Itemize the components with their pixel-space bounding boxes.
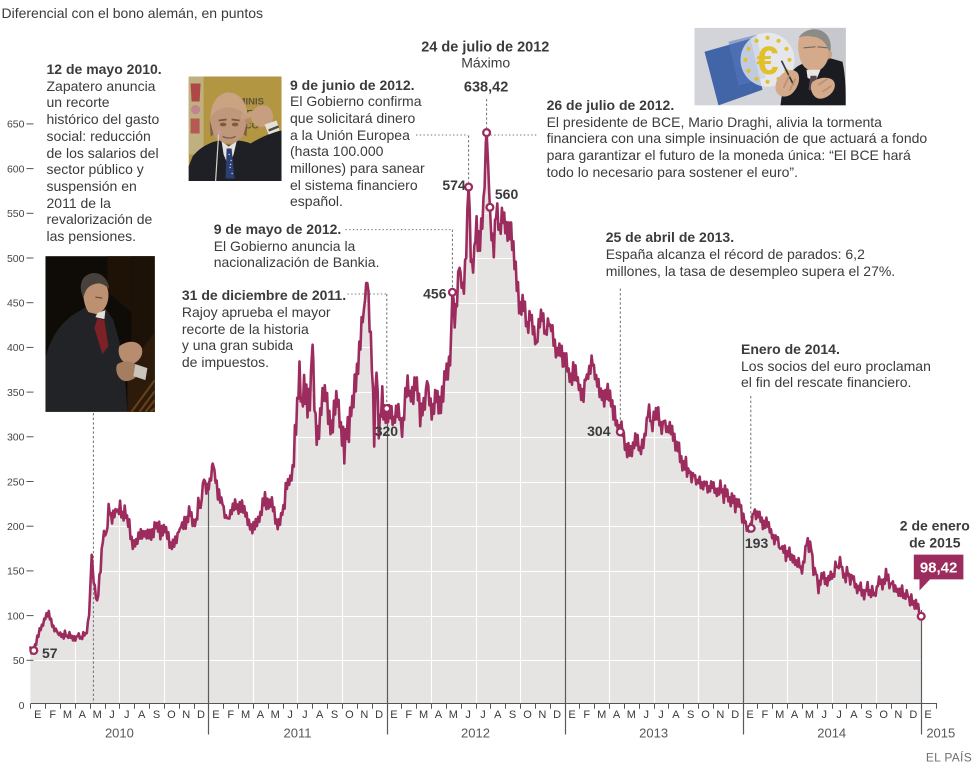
svg-text:A: A	[850, 709, 858, 721]
svg-text:J: J	[658, 709, 664, 721]
svg-text:650: 650	[7, 119, 25, 131]
svg-text:M: M	[775, 709, 784, 721]
svg-text:2013: 2013	[639, 726, 668, 741]
svg-text:M: M	[805, 709, 814, 721]
svg-text:J: J	[287, 709, 293, 721]
svg-text:500: 500	[7, 253, 25, 265]
svg-text:D: D	[553, 709, 561, 721]
svg-text:O: O	[345, 709, 354, 721]
svg-text:S: S	[865, 709, 872, 721]
svg-text:100: 100	[7, 610, 25, 622]
svg-text:2010: 2010	[105, 726, 134, 741]
svg-text:J: J	[821, 709, 827, 721]
svg-text:N: N	[182, 709, 190, 721]
svg-text:F: F	[227, 709, 234, 721]
svg-text:200: 200	[7, 521, 25, 533]
svg-text:M: M	[63, 709, 72, 721]
svg-text:A: A	[435, 709, 443, 721]
svg-text:J: J	[109, 709, 115, 721]
svg-text:D: D	[909, 709, 917, 721]
svg-text:400: 400	[7, 342, 25, 354]
svg-text:J: J	[465, 709, 471, 721]
svg-text:EL PAÍS: EL PAÍS	[926, 749, 972, 764]
svg-text:D: D	[731, 709, 739, 721]
svg-text:A: A	[494, 709, 502, 721]
svg-text:N: N	[894, 709, 902, 721]
svg-text:J: J	[124, 709, 130, 721]
svg-text:E: E	[568, 709, 575, 721]
svg-text:304: 304	[587, 423, 611, 439]
svg-text:N: N	[538, 709, 546, 721]
svg-text:250: 250	[7, 476, 25, 488]
svg-text:A: A	[791, 709, 799, 721]
svg-text:A: A	[672, 709, 680, 721]
svg-text:M: M	[93, 709, 102, 721]
svg-text:O: O	[879, 709, 888, 721]
svg-text:0: 0	[19, 700, 25, 712]
svg-text:D: D	[375, 709, 383, 721]
svg-text:D: D	[197, 709, 205, 721]
svg-text:O: O	[701, 709, 710, 721]
svg-text:193: 193	[745, 535, 769, 551]
svg-text:2011: 2011	[284, 726, 312, 741]
svg-text:574: 574	[442, 177, 466, 193]
svg-text:550: 550	[7, 208, 25, 220]
svg-text:de 2015: de 2015	[909, 534, 961, 550]
svg-text:M: M	[597, 709, 606, 721]
svg-text:F: F	[762, 709, 769, 721]
svg-text:F: F	[405, 709, 412, 721]
svg-text:A: A	[79, 709, 87, 721]
svg-text:M: M	[449, 709, 458, 721]
svg-text:S: S	[509, 709, 516, 721]
svg-text:E: E	[924, 709, 931, 721]
svg-text:N: N	[360, 709, 368, 721]
svg-text:50: 50	[13, 655, 25, 667]
svg-text:E: E	[212, 709, 219, 721]
svg-text:M: M	[241, 709, 250, 721]
svg-text:A: A	[138, 709, 146, 721]
svg-text:F: F	[583, 709, 590, 721]
svg-text:CO: CO	[245, 121, 259, 132]
svg-text:A: A	[316, 709, 324, 721]
svg-text:2012: 2012	[461, 726, 490, 741]
svg-text:S: S	[687, 709, 694, 721]
svg-text:320: 320	[375, 423, 399, 439]
svg-text:2014: 2014	[817, 726, 846, 741]
svg-text:300: 300	[7, 432, 25, 444]
svg-text:F: F	[49, 709, 56, 721]
svg-text:638,42: 638,42	[464, 80, 508, 96]
svg-text:350: 350	[7, 387, 25, 399]
svg-text:J: J	[302, 709, 308, 721]
svg-text:E: E	[390, 709, 397, 721]
svg-text:O: O	[523, 709, 532, 721]
svg-text:O: O	[167, 709, 176, 721]
svg-text:M: M	[419, 709, 428, 721]
svg-text:150: 150	[7, 566, 25, 578]
svg-text:MINIS: MINIS	[238, 97, 264, 108]
svg-text:2015: 2015	[926, 726, 955, 741]
svg-text:M: M	[271, 709, 280, 721]
svg-text:E: E	[34, 709, 41, 721]
svg-text:J: J	[643, 709, 649, 721]
svg-text:S: S	[153, 709, 160, 721]
svg-text:450: 450	[7, 298, 25, 310]
svg-text:98,42: 98,42	[920, 559, 958, 576]
svg-text:M: M	[627, 709, 636, 721]
svg-text:24 de julio de 2012: 24 de julio de 2012	[421, 39, 549, 55]
svg-text:600: 600	[7, 163, 25, 175]
svg-text:456: 456	[423, 285, 447, 301]
svg-text:E: E	[746, 709, 753, 721]
svg-text:€: €	[756, 39, 778, 83]
svg-text:560: 560	[495, 186, 519, 202]
svg-text:Máximo: Máximo	[461, 55, 510, 71]
svg-text:A: A	[257, 709, 265, 721]
svg-text:J: J	[836, 709, 842, 721]
svg-text:57: 57	[42, 645, 58, 661]
svg-text:S: S	[331, 709, 338, 721]
svg-text:A: A	[613, 709, 621, 721]
svg-text:2 de enero: 2 de enero	[900, 518, 970, 534]
svg-text:N: N	[716, 709, 724, 721]
svg-text:J: J	[480, 709, 486, 721]
